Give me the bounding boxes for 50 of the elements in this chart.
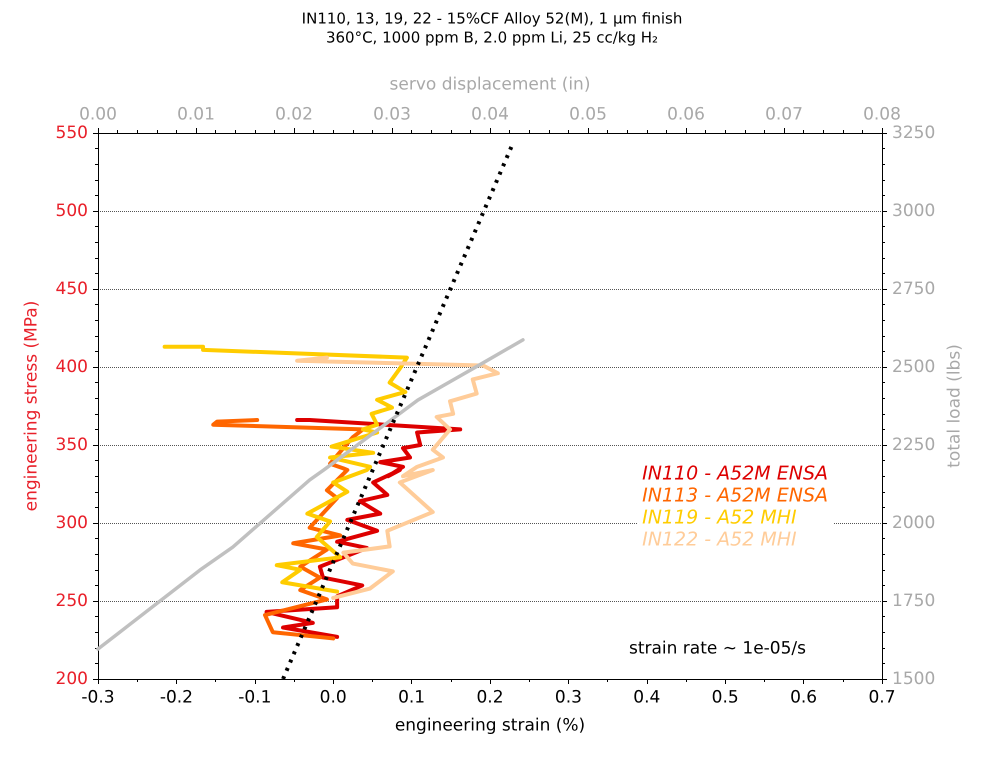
line-series <box>162 344 409 594</box>
y-tick-label: 500 <box>56 201 88 221</box>
y2-axis-title: total load (lbs) <box>944 344 965 468</box>
x-tick-label: 0.5 <box>712 688 739 708</box>
y-tick-label: 200 <box>56 669 88 689</box>
x-tick-label: 0.3 <box>554 688 582 708</box>
x-tick-label: 0.2 <box>476 688 504 708</box>
x-axis-title: engineering strain (%) <box>394 716 586 736</box>
x2-tick-label: 0.00 <box>79 104 117 124</box>
x-tick-label: 0.1 <box>398 688 426 708</box>
y-tick-label: 300 <box>56 513 88 533</box>
text: IN113 - A52M ENSA <box>642 484 828 506</box>
x-tick-label: 0.0 <box>320 688 347 708</box>
y2-tick-label: 2000 <box>892 513 936 533</box>
y-axis-title: engineering stress (MPa) <box>22 300 42 512</box>
y2-tick-label: 2250 <box>892 435 936 455</box>
x-tick-label: 0.7 <box>868 688 896 708</box>
x2-tick-label: 0.06 <box>667 104 705 124</box>
chart-subtitle: 360°C, 1000 ppm B, 2.0 ppm Li, 25 cc/kg H₂ <box>326 28 658 46</box>
y2-tick-label: 2750 <box>892 279 936 299</box>
y-tick-label: 350 <box>56 435 88 455</box>
text: IN122 - A52 MHI <box>642 528 798 550</box>
y2-tick-label: 1500 <box>892 669 936 689</box>
x2-tick-label: 0.05 <box>569 104 607 124</box>
y2-tick-label: 2500 <box>892 357 936 377</box>
x2-tick-label: 0.01 <box>177 104 215 124</box>
x-tick-label: -0.3 <box>81 688 115 708</box>
x-tick-label: -0.2 <box>160 688 193 708</box>
chart-title: IN110, 13, 19, 22 - 15%CF Alloy 52(M), 1 μm finish <box>302 10 682 28</box>
x2-tick-label: 0.07 <box>765 104 803 124</box>
x2-tick-label: 0.03 <box>373 104 411 124</box>
y-tick-label: 250 <box>56 591 88 611</box>
x-tick-label: -0.1 <box>238 688 272 708</box>
x-tick-label: 0.6 <box>790 688 818 708</box>
x-tick-label: 0.4 <box>633 688 660 708</box>
x2-tick-label: 0.02 <box>275 104 313 124</box>
text: IN119 - A52 MHI <box>642 506 798 528</box>
y-tick-label: 450 <box>56 279 88 299</box>
x2-axis-title: servo displacement (in) <box>390 74 590 94</box>
line-series <box>295 356 500 600</box>
line-series <box>96 338 525 651</box>
y2-tick-label: 3000 <box>892 201 936 221</box>
y2-tick-label: 1750 <box>892 591 936 611</box>
text: IN110 - A52M ENSA <box>642 462 828 484</box>
y-tick-label: 400 <box>56 357 88 377</box>
y2-tick-label: 3250 <box>892 123 936 143</box>
x2-tick-label: 0.04 <box>471 104 509 124</box>
annotation: strain rate ~ 1e-05/s <box>628 638 806 658</box>
y-tick-label: 550 <box>56 123 88 143</box>
x2-tick-label: 0.08 <box>863 104 901 124</box>
